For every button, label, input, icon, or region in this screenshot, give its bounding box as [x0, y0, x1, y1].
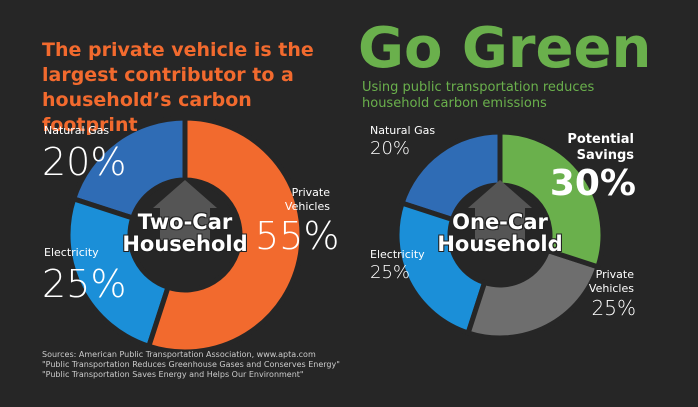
source-line: Sources: American Public Transportation … — [42, 350, 316, 359]
slice-label: Natural Gas — [370, 124, 436, 137]
donut-slice — [398, 129, 503, 223]
house-icon — [153, 180, 217, 240]
slice-value: 55% — [255, 214, 340, 258]
slice-value: 25% — [42, 262, 127, 306]
sources: Sources: American Public Transportation … — [42, 350, 340, 380]
slice-value: 25% — [591, 296, 636, 320]
house-icon — [468, 180, 532, 240]
slice-value: 25% — [370, 262, 411, 283]
center-label: Two-Car Household — [122, 210, 248, 256]
donut-slice — [497, 129, 606, 270]
source-line: "Public Transportation Saves Energy and … — [42, 370, 304, 379]
center-label: One-Car Household — [437, 210, 563, 256]
slice-label: Private Vehicles — [284, 186, 330, 213]
chart-subtitle: Using public transportation reduces hous… — [362, 80, 595, 111]
donut-slice — [465, 247, 602, 341]
chart-title: The private vehicle is the largest contr… — [42, 39, 314, 136]
slice-label: Private Vehicles — [588, 268, 634, 295]
slice-value: 30% — [549, 163, 636, 204]
donut-slice — [70, 115, 188, 222]
chart-title: Go Green — [358, 16, 652, 81]
slice-value: 20% — [42, 140, 127, 184]
slice-label: Electricity — [370, 248, 425, 261]
slice-label: Electricity — [44, 246, 99, 259]
donut-slice — [394, 200, 488, 337]
slice-label: Potential Savings — [567, 132, 634, 163]
slice-value: 20% — [370, 138, 411, 159]
slice-label: Natural Gas — [44, 124, 110, 137]
donut-slice — [145, 115, 305, 355]
donut-slice — [65, 195, 172, 350]
source-line: "Public Transportation Reduces Greenhous… — [42, 360, 340, 369]
